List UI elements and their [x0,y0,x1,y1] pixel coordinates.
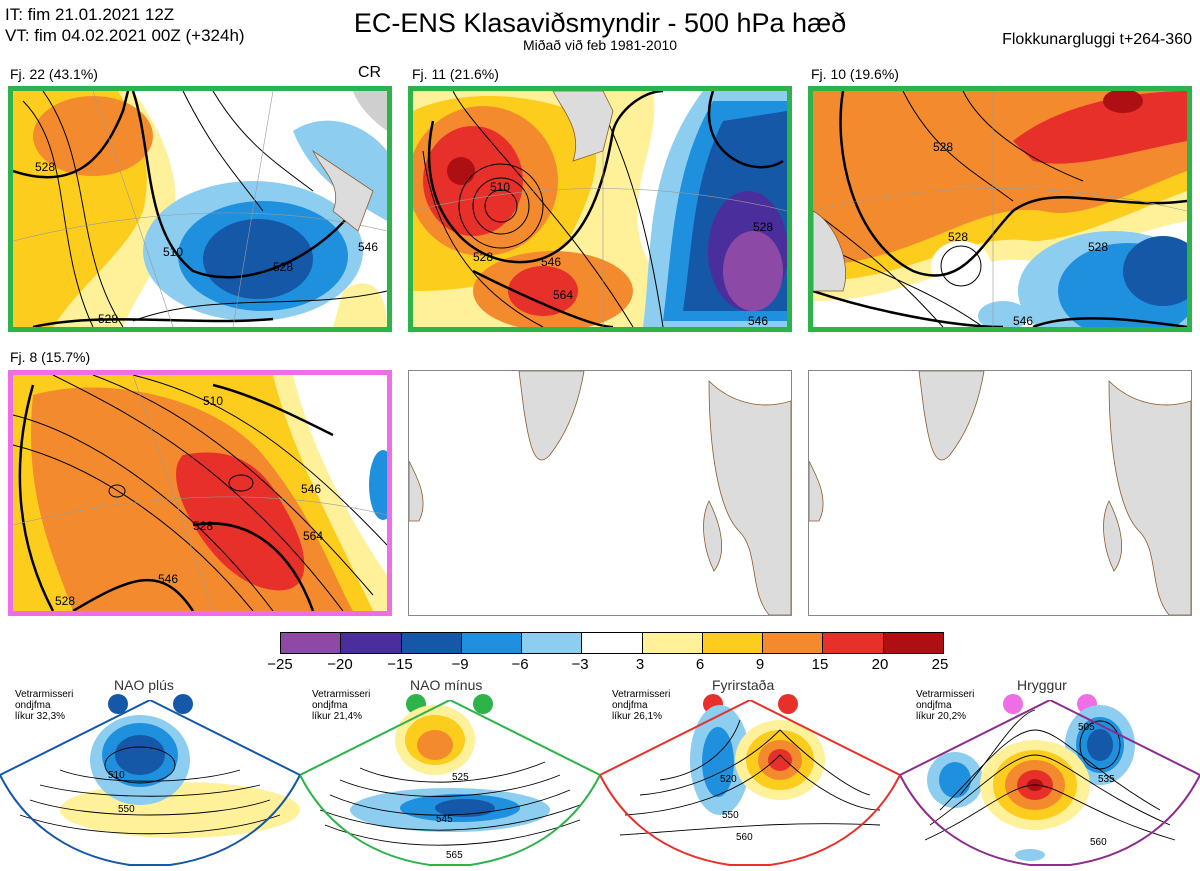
forecast-times: IT: fim 21.01.2021 12Z VT: fim 04.02.202… [5,4,245,46]
panel-2-label: Fj. 11 (21.6%) [412,66,499,82]
page-title: EC-ENS Klasaviðsmyndir - 500 hPa hæð [353,8,847,38]
contour-label-1d: 528 [98,312,118,326]
contour-label-4f: 528 [55,594,75,608]
colorbar-swatch-1 [281,633,342,653]
cluster-map-4-svg: 510 528 546 564 546 528 [13,375,387,611]
regime-4-info: Vetrarmisseri ondjfma líkur 20,2% [916,689,975,722]
regime-2-contour: 565 [446,850,463,861]
contour-label-1b: 528 [35,160,55,174]
colorbar-swatch-7 [642,633,703,653]
regime-2-info: Vetrarmisseri ondjfma líkur 21,4% [312,689,371,722]
empty-map-panel-6 [808,370,1192,616]
colorbar-tick: 9 [755,656,765,673]
regime-3-contour: 520 [720,774,737,785]
contour-label-3b: 528 [948,230,968,244]
contour-label-2e: 528 [753,220,773,234]
contour-label-3a: 528 [933,140,953,154]
colorbar-tick: −20 [327,656,353,673]
regime-2-contour: 545 [436,814,453,825]
land-shape [518,371,585,461]
cluster-map-panel-3: 528 528 528 546 [808,86,1192,332]
regime-1-title: NAO plús [114,677,174,693]
panel-1-label: Fj. 22 (43.1%) [10,66,98,82]
colorbar-swatch-8 [702,633,764,653]
regime-3-info: Vetrarmisseri ondjfma líkur 26,1% [612,689,671,722]
regime-3-title: Fyrirstaða [712,677,775,693]
regime-1-contour: 510 [108,770,125,781]
panel-4-label: Fj. 8 (15.7%) [10,349,91,365]
land-shape [918,371,985,461]
regime-3-contour: 560 [736,832,753,843]
colorbar-tick: −9 [451,656,469,673]
land-shape [813,210,847,292]
cluster-map-1-svg: 510 528 528 528 546 [13,91,387,327]
cluster-map-panel-2: 510 528 546 564 528 546 [408,86,792,332]
regime-3-contour: 550 [722,810,739,821]
regime-1-contour: 550 [118,804,135,815]
contour-label-4c: 546 [301,482,321,496]
colorbar-tick: 15 [811,656,829,673]
regime-3-map: 520 550 560 [600,700,900,866]
regime-1-info: Vetrarmisseri ondjfma líkur 32,3% [15,689,74,722]
colorbar-tick: −15 [387,656,413,673]
panel-1-tag: CR [358,64,382,81]
contour-label-4a: 510 [203,394,223,408]
contour-label-2f: 546 [748,314,768,327]
cluster-map-panel-4: 510 528 546 564 546 528 [8,370,392,616]
land-shape [552,91,614,162]
colorbar-swatch-11 [883,633,943,653]
contour-label-1c: 528 [273,260,293,274]
regime-4-title: Hryggur [1017,677,1067,693]
contour-label-1a: 510 [163,245,183,259]
colorbar-tick: −3 [571,656,589,673]
contour-label-2d: 564 [553,288,573,302]
regime-2-title: NAO mínus [410,677,483,693]
empty-map-panel-5 [408,370,792,616]
colorbar-swatch-9 [763,633,824,653]
colorbar-tick: 25 [931,656,949,673]
colorbar-tick: 6 [695,656,705,673]
contour-label-2a: 510 [490,180,510,194]
colorbar-swatch-6 [582,633,643,653]
colorbar [280,632,944,654]
colorbar-tick: 20 [871,656,889,673]
regime-1-map: 510 550 [0,700,300,866]
contour-label-1e: 546 [358,240,378,254]
regime-4-contour: 505 [1078,722,1095,733]
regime-4-contour: 560 [1090,837,1107,848]
colorbar-tick: 3 [635,656,645,673]
contour-label-2c: 546 [541,255,561,269]
regime-3-dot [778,694,798,714]
contour-label-3d: 546 [1013,314,1033,327]
regime-4-dot [1003,694,1023,714]
regime-1-dot [108,694,128,714]
contour-label-4e: 546 [158,572,178,586]
contour-label-4d: 564 [303,529,323,543]
colorbar-swatch-5 [522,633,583,653]
initial-time: IT: fim 21.01.2021 12Z [5,5,175,24]
colorbar-tick: −25 [267,656,293,673]
regime-4-map: 505 535 560 [900,700,1200,866]
regime-4-contour: 535 [1098,774,1115,785]
page-subtitle: Miðað við feb 1981-2010 [522,37,678,53]
colorbar-tick: −6 [511,656,529,673]
regime-1-dot [173,694,193,714]
cluster-map-panel-1: 510 528 528 528 546 [8,86,392,332]
contour-label-2b: 528 [473,250,493,264]
panel-3-label: Fj. 10 (19.6%) [811,66,899,82]
regime-2-dot [473,694,493,714]
contour-label-3c: 528 [1088,240,1108,254]
colorbar-swatch-10 [823,633,884,653]
regime-2-contour: 525 [452,772,469,783]
valid-time: VT: fim 04.02.2021 00Z (+324h) [5,26,245,45]
colorbar-swatch-3 [401,633,462,653]
land-shape [311,149,374,232]
colorbar-swatch-2 [341,633,402,653]
classification-window: Flokkunargluggi t+264-360 [1002,31,1192,48]
regime-2-map: 525 545 565 [300,700,600,866]
cluster-map-2-svg: 510 528 546 564 528 546 [413,91,787,327]
contour-label-4b: 528 [193,519,213,533]
cluster-map-3-svg: 528 528 528 546 [813,91,1187,327]
colorbar-swatch-4 [461,633,523,653]
